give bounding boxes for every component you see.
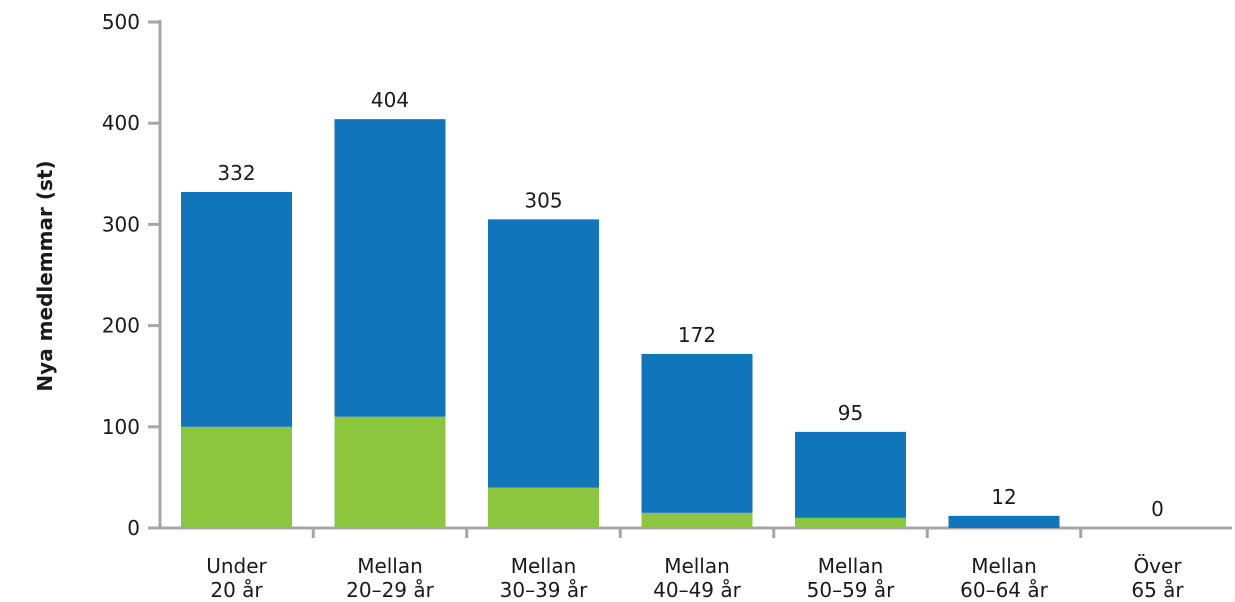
y-tick-label: 100 (102, 415, 140, 439)
y-axis-label: Nya medlemmar (st) (33, 160, 57, 391)
y-tick-label: 0 (127, 516, 140, 540)
y-tick-label: 400 (102, 111, 140, 135)
bar-value-label: 172 (678, 323, 716, 347)
x-category-label: 60–64 år (960, 578, 1049, 602)
bar-segment-blue (795, 431, 906, 518)
x-category-label: 50–59 år (807, 578, 896, 602)
x-category-label: 40–49 år (653, 578, 742, 602)
x-category-label: 20–29 år (346, 578, 435, 602)
x-category-label: Mellan (357, 554, 423, 578)
bar-segment-blue (181, 192, 292, 427)
bar-value-label: 305 (524, 188, 562, 212)
bar-value-label: 0 (1151, 497, 1164, 521)
y-tick-label: 200 (102, 314, 140, 338)
bar-segment-green (181, 426, 292, 528)
x-category-label: Mellan (818, 554, 884, 578)
x-category-label: Mellan (971, 554, 1037, 578)
bar-segment-blue (488, 219, 599, 488)
bar-segment-green (795, 517, 906, 528)
bar-segment-green (488, 487, 599, 528)
x-category-label: Mellan (664, 554, 730, 578)
x-category-label: Över (1133, 554, 1182, 578)
x-category-label: Mellan (511, 554, 577, 578)
bar-segment-green (334, 416, 446, 528)
y-tick-label: 500 (102, 10, 140, 34)
x-category-label: 20 år (210, 578, 263, 602)
bar-value-label: 95 (838, 401, 863, 425)
bar-segment-green (641, 512, 753, 528)
bar-segment-blue (948, 515, 1060, 528)
bar-value-label: 404 (371, 88, 409, 112)
bars (181, 119, 1060, 528)
bar-value-label: 332 (217, 161, 255, 185)
bar-value-label: 12 (991, 485, 1016, 509)
x-category-label: Under (206, 554, 267, 578)
bar-segment-blue (334, 119, 446, 417)
x-category-label: 65 år (1131, 578, 1184, 602)
y-tick-label: 300 (102, 212, 140, 236)
bar-segment-blue (641, 353, 753, 513)
x-category-label: 30–39 år (500, 578, 589, 602)
